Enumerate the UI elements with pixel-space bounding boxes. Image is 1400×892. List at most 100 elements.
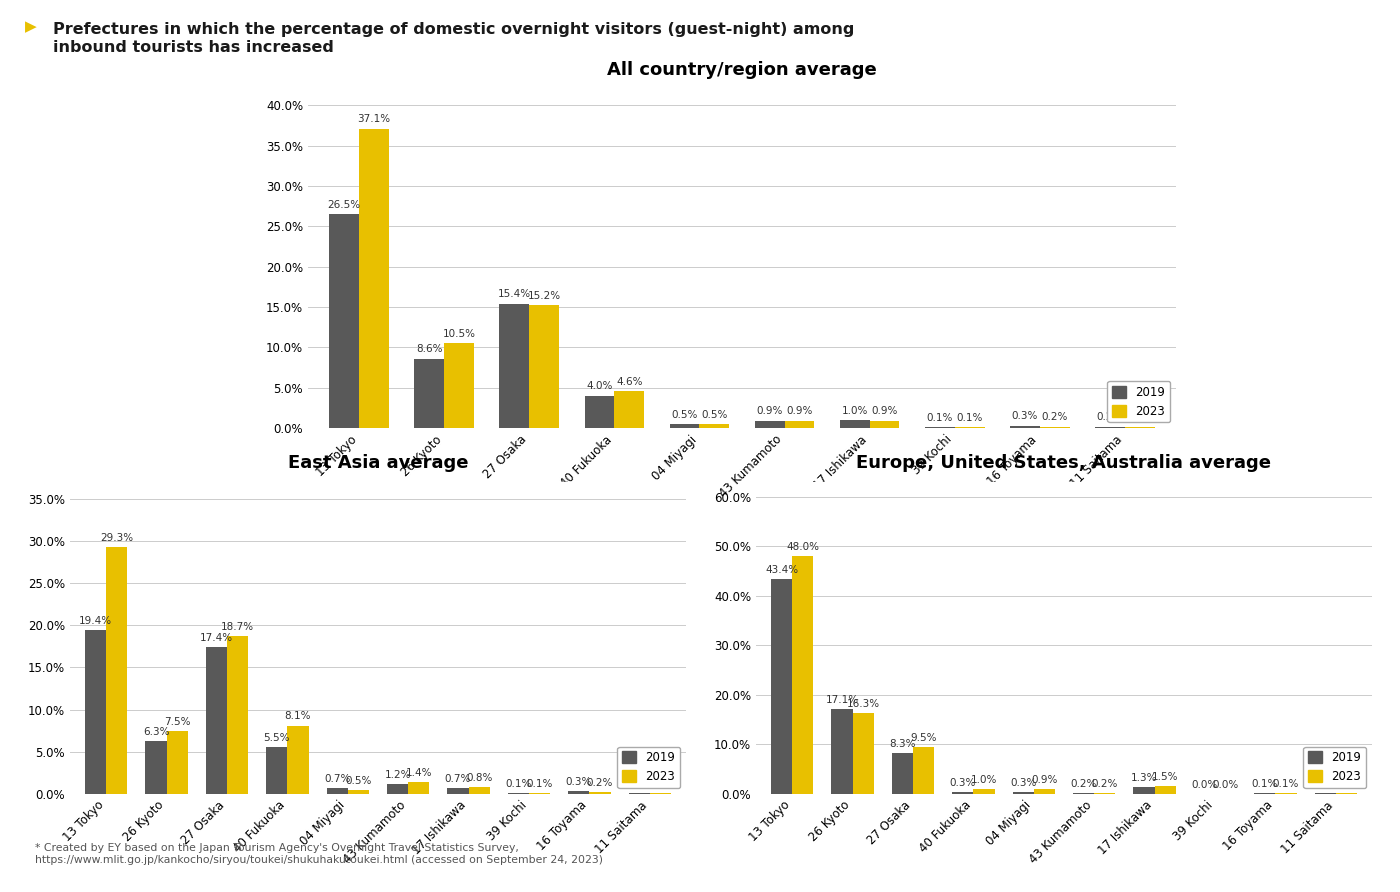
Text: 0.3%: 0.3% [1009,779,1036,789]
Text: 17.1%: 17.1% [826,695,858,705]
Text: 0.2%: 0.2% [1071,779,1096,789]
Bar [755,421,784,428]
Text: 29.3%: 29.3% [101,533,133,542]
Legend: 2019, 2023: 2019, 2023 [1107,381,1170,422]
Text: 0.0%: 0.0% [1191,780,1218,789]
Bar [414,359,444,428]
Bar [448,788,469,794]
Text: 0.2%: 0.2% [1127,412,1154,422]
Title: All country/region average: All country/region average [608,62,876,79]
Text: 4.6%: 4.6% [616,376,643,386]
Text: 1.3%: 1.3% [1131,773,1158,783]
Text: 9.5%: 9.5% [910,732,937,743]
Text: 8.1%: 8.1% [284,712,311,722]
Text: 26.5%: 26.5% [328,200,361,210]
Legend: 2019, 2023: 2019, 2023 [1303,747,1366,788]
Text: 17.4%: 17.4% [200,633,232,643]
Text: 18.7%: 18.7% [221,622,255,632]
Bar [973,789,994,794]
Text: 0.0%: 0.0% [1212,780,1239,789]
Bar [784,421,815,428]
Text: 1.2%: 1.2% [385,770,410,780]
Text: 15.2%: 15.2% [528,291,561,301]
Text: 1.4%: 1.4% [406,768,433,778]
Bar [853,713,874,794]
Bar [1040,426,1070,428]
Text: ▶: ▶ [25,20,36,35]
Text: 0.9%: 0.9% [756,407,783,417]
Bar [529,305,559,428]
Bar [585,396,615,428]
Text: 0.2%: 0.2% [1042,412,1068,422]
Text: 0.7%: 0.7% [445,774,472,784]
Bar [1126,426,1155,428]
Text: 5.5%: 5.5% [263,733,290,743]
Bar [287,725,308,794]
Bar [869,421,899,428]
Bar [1134,788,1155,794]
Text: 0.1%: 0.1% [956,413,983,423]
Text: 0.8%: 0.8% [466,773,493,783]
Text: 0.3%: 0.3% [949,779,976,789]
Bar [840,420,869,428]
Text: 37.1%: 37.1% [357,114,391,124]
Text: 0.9%: 0.9% [871,407,897,417]
Bar [1072,793,1095,794]
Legend: 2019, 2023: 2019, 2023 [617,747,680,788]
Bar [1095,793,1116,794]
Bar [832,709,853,794]
Bar [409,782,430,794]
Text: 6.3%: 6.3% [143,727,169,737]
Bar [326,788,347,794]
Bar [913,747,934,794]
Text: 0.1%: 0.1% [1312,780,1338,789]
Text: 0.7%: 0.7% [323,774,350,784]
Text: 0.2%: 0.2% [1096,412,1123,422]
Text: 8.6%: 8.6% [416,344,442,354]
Text: 0.1%: 0.1% [647,779,673,789]
Text: 16.3%: 16.3% [847,699,879,709]
Text: 0.1%: 0.1% [626,779,652,789]
Text: 19.4%: 19.4% [80,616,112,626]
Bar [892,753,913,794]
Text: 7.5%: 7.5% [164,716,190,727]
Bar [358,128,389,428]
Text: 0.5%: 0.5% [701,409,728,420]
Text: 0.9%: 0.9% [1032,775,1057,785]
Text: Prefectures in which the percentage of domestic overnight visitors (guest-night): Prefectures in which the percentage of d… [53,22,854,37]
Bar [106,547,127,794]
Bar [568,791,589,794]
Bar [952,792,973,794]
Bar [669,424,700,428]
Bar [500,304,529,428]
Text: 1.0%: 1.0% [970,775,997,785]
Bar [1033,789,1056,794]
Title: Europe, United States, Australia average: Europe, United States, Australia average [857,454,1271,472]
Bar [329,214,358,428]
Text: 0.1%: 0.1% [1273,780,1299,789]
Text: 10.5%: 10.5% [442,329,476,339]
Bar [1009,425,1040,428]
Bar [347,789,370,794]
Text: 0.3%: 0.3% [1012,411,1039,421]
Text: 0.1%: 0.1% [1333,780,1359,789]
Text: 0.2%: 0.2% [1092,779,1119,789]
Text: 1.5%: 1.5% [1152,772,1179,782]
Text: 48.0%: 48.0% [787,542,819,552]
Text: 0.1%: 0.1% [1252,780,1278,789]
Text: inbound tourists has increased: inbound tourists has increased [53,40,335,55]
Bar [206,647,227,794]
Bar [266,747,287,794]
Bar [444,343,475,428]
Bar [1095,426,1126,428]
Bar [1155,787,1176,794]
Bar [386,784,409,794]
Bar [85,630,106,794]
Text: 0.3%: 0.3% [566,777,592,788]
Text: 0.1%: 0.1% [505,779,532,789]
Bar [792,556,813,794]
Text: 0.5%: 0.5% [672,409,697,420]
Bar [700,424,729,428]
Text: 0.1%: 0.1% [526,779,553,789]
Text: 4.0%: 4.0% [587,382,613,392]
